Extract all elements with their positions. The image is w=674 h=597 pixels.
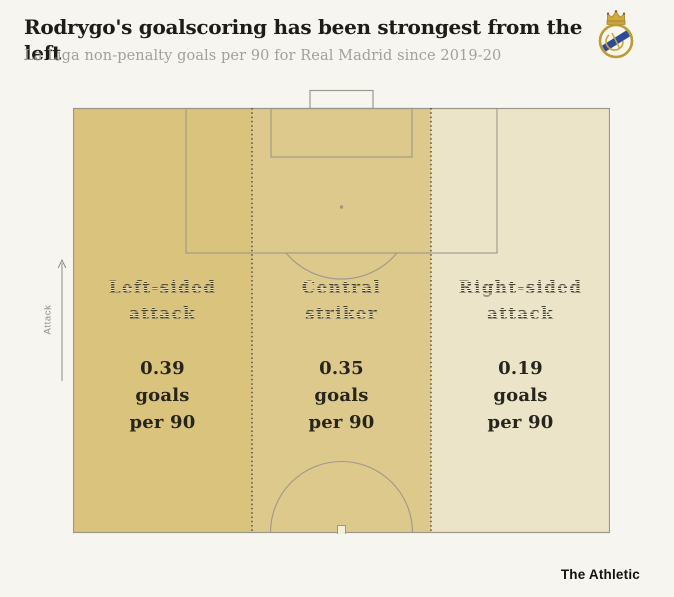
pitch: Left-sided attack 0.39 goals per 90 Cent… — [73, 89, 610, 534]
zone-central-striker: Central striker 0.35 goals per 90 — [252, 108, 431, 533]
zone-value-unit-line1: goals — [493, 385, 548, 406]
zone-label-line2: attack — [73, 301, 252, 327]
goal-box — [309, 89, 374, 110]
zone-value: 0.39 goals per 90 — [73, 355, 252, 436]
zone-label-line2: striker — [252, 301, 431, 327]
page-subtitle: La Liga non-penalty goals per 90 for Rea… — [24, 48, 502, 64]
zone-value-unit-line2: per 90 — [129, 412, 196, 433]
zone-right-sided-attack: Right-sided attack 0.19 goals per 90 — [431, 108, 610, 533]
page-title: Rodrygo's goalscoring has been strongest… — [24, 15, 583, 65]
zone-value-unit-line1: goals — [314, 385, 369, 406]
brand-wordmark: The Athletic — [560, 567, 640, 582]
zone-label-line1: Central — [252, 275, 431, 301]
zone-label: Right-sided attack — [431, 275, 610, 327]
attack-arrow-icon — [57, 258, 67, 381]
zone-label-line1: Right-sided — [431, 275, 610, 301]
zone-value: 0.19 goals per 90 — [431, 355, 610, 436]
zone-value-unit-line1: goals — [135, 385, 190, 406]
zone-label-line1: Left-sided — [73, 275, 252, 301]
zone-value: 0.35 goals per 90 — [252, 355, 431, 436]
zone-value-unit-line2: per 90 — [487, 412, 554, 433]
zone-value-number: 0.35 — [319, 358, 364, 379]
zone-label: Left-sided attack — [73, 275, 252, 327]
attack-axis-label: Attack — [42, 304, 54, 335]
real-madrid-crest-icon — [598, 10, 634, 59]
zone-value-number: 0.39 — [140, 358, 185, 379]
zone-left-sided-attack: Left-sided attack 0.39 goals per 90 — [73, 108, 252, 533]
zone-label: Central striker — [252, 275, 431, 327]
zone-value-unit-line2: per 90 — [308, 412, 375, 433]
zone-value-number: 0.19 — [498, 358, 543, 379]
zone-label-line2: attack — [431, 301, 610, 327]
